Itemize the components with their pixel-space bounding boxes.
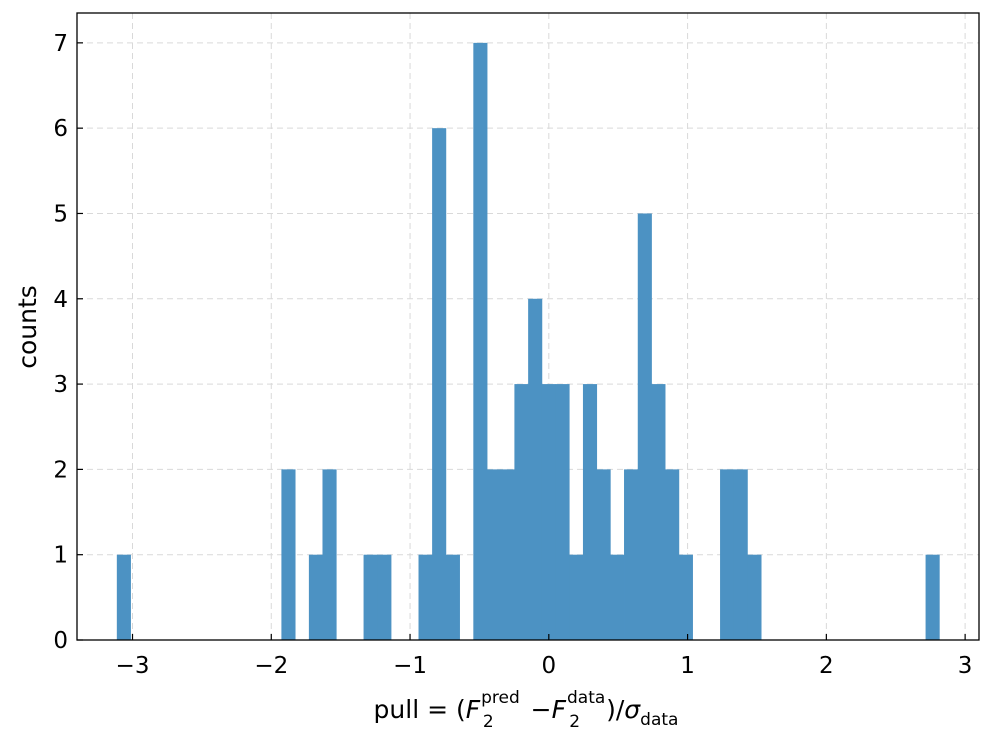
x-tick-label: −2 bbox=[254, 653, 288, 679]
histogram-bars bbox=[116, 42, 940, 641]
histogram-bar bbox=[637, 213, 652, 640]
histogram-bar bbox=[665, 469, 680, 640]
x-label-sup-pred: pred bbox=[481, 688, 520, 708]
histogram-bar bbox=[445, 554, 460, 640]
grid-lines bbox=[77, 13, 979, 641]
x-tick-label: −1 bbox=[393, 653, 427, 679]
x-label-f-pred: F bbox=[466, 695, 481, 724]
histogram-bar bbox=[925, 554, 940, 640]
histogram-bar bbox=[486, 469, 502, 640]
histogram-bar bbox=[582, 384, 598, 640]
y-tick-label: 4 bbox=[53, 287, 68, 313]
histogram-bar bbox=[308, 554, 323, 640]
histogram-bar bbox=[596, 469, 611, 640]
y-axis-label: counts bbox=[13, 285, 42, 369]
histogram-bar bbox=[541, 384, 556, 640]
histogram-bar bbox=[569, 554, 584, 640]
x-label-close: )/ bbox=[606, 695, 625, 724]
histogram-bar bbox=[733, 469, 748, 640]
histogram-bar bbox=[418, 554, 433, 640]
x-axis-label: pull = (Fpred 2 −Fdata 2)/σdata bbox=[374, 688, 679, 732]
x-tick-label: 3 bbox=[958, 653, 973, 679]
histogram-bar bbox=[432, 128, 447, 640]
histogram-bar bbox=[624, 469, 639, 640]
axis-ticks: −3 −2 −1 0 1 2 3 0 1 2 3 4 5 6 7 bbox=[53, 31, 972, 679]
x-label-prefix: pull = ( bbox=[374, 695, 466, 724]
histogram-bar bbox=[678, 554, 693, 640]
x-label-sub-data: 2 bbox=[569, 712, 580, 732]
x-label-sup-data: data bbox=[567, 688, 605, 708]
histogram-bar bbox=[281, 469, 296, 640]
y-tick-label: 1 bbox=[53, 543, 68, 569]
histogram-bar bbox=[528, 298, 543, 640]
x-label-sub-pred: 2 bbox=[483, 712, 494, 732]
y-tick-label: 3 bbox=[53, 372, 68, 398]
y-tick-label: 2 bbox=[53, 457, 68, 483]
histogram-bar bbox=[720, 469, 735, 640]
histogram-bar bbox=[651, 384, 666, 640]
y-tick-label: 0 bbox=[53, 628, 68, 654]
x-tick-label: −3 bbox=[116, 653, 150, 679]
x-label-minus: − bbox=[531, 695, 552, 724]
x-label-f-data: F bbox=[552, 695, 567, 724]
y-tick-label: 5 bbox=[53, 201, 68, 227]
histogram-bar bbox=[322, 469, 337, 640]
x-tick-label: 1 bbox=[680, 653, 695, 679]
histogram-bar bbox=[377, 554, 392, 640]
x-label-sigma-sub: data bbox=[640, 710, 678, 730]
x-tick-label: 0 bbox=[541, 653, 556, 679]
x-tick-label: 2 bbox=[819, 653, 834, 679]
histogram-bar bbox=[363, 554, 378, 640]
histogram-bar bbox=[500, 469, 515, 640]
histogram-bar bbox=[514, 384, 529, 640]
y-tick-label: 6 bbox=[53, 116, 68, 142]
histogram-bar bbox=[555, 384, 570, 640]
histogram-bar bbox=[747, 554, 762, 640]
x-label-sigma: σ bbox=[624, 695, 641, 724]
histogram-bar bbox=[116, 554, 131, 640]
plot-frame bbox=[76, 12, 980, 641]
y-tick-label: 7 bbox=[53, 31, 68, 57]
histogram-bar bbox=[473, 42, 488, 641]
histogram-bar bbox=[610, 554, 625, 640]
